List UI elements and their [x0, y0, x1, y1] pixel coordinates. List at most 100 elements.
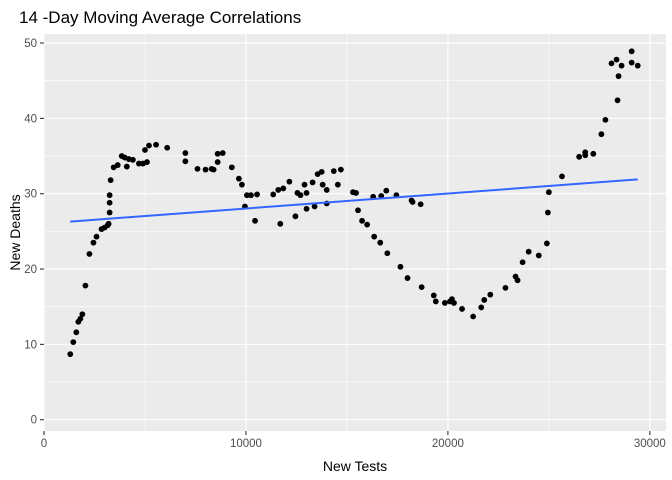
data-point [430, 292, 437, 299]
data-point [459, 306, 465, 312]
gridlines [43, 34, 666, 431]
data-point [309, 179, 316, 186]
data-point [219, 150, 226, 156]
y-tick-label: 20 [24, 264, 37, 276]
data-point [598, 131, 605, 138]
data-point [93, 233, 100, 240]
data-point [618, 62, 625, 69]
data-point [202, 166, 209, 173]
data-point [106, 209, 113, 216]
data-point [79, 311, 86, 318]
data-point [77, 315, 84, 322]
data-point [292, 213, 299, 220]
data-point [608, 60, 615, 67]
data-point [364, 221, 371, 228]
data-point [628, 48, 635, 55]
data-point [353, 190, 359, 196]
data-point [214, 150, 221, 157]
data-point [384, 250, 391, 257]
data-point [481, 297, 488, 303]
data-point [73, 329, 80, 336]
data-point [432, 298, 439, 305]
data-point [106, 199, 113, 206]
data-point [303, 190, 310, 196]
data-point [146, 142, 152, 149]
data-point [297, 192, 304, 199]
data-point [614, 97, 621, 104]
data-point [615, 73, 622, 80]
data-point [311, 203, 318, 210]
data-point [582, 152, 589, 159]
data-point [254, 191, 260, 198]
x-axis-title: New Tests [323, 458, 387, 474]
data-point [470, 313, 477, 320]
data-point [136, 160, 142, 167]
data-point [418, 284, 425, 291]
data-point [90, 239, 97, 246]
data-point [334, 181, 341, 188]
x-tick-label: 30000 [634, 438, 666, 450]
data-point [275, 187, 282, 193]
data-point [409, 199, 416, 205]
data-point [502, 284, 509, 291]
data-point [397, 263, 404, 270]
data-point [123, 163, 130, 170]
data-point [535, 252, 542, 259]
y-tick-label: 30 [24, 189, 37, 201]
data-point [129, 156, 136, 163]
data-point [323, 187, 330, 193]
data-point [634, 62, 641, 69]
data-point [478, 304, 485, 311]
data-point [182, 158, 189, 165]
y-tick-label: 0 [31, 415, 37, 427]
data-point [451, 300, 457, 306]
data-point [487, 291, 494, 298]
data-point [280, 185, 287, 192]
data-point [303, 205, 310, 212]
data-point [244, 192, 250, 199]
data-point [359, 217, 365, 224]
data-point [318, 168, 325, 175]
y-tick-label: 50 [24, 38, 37, 50]
data-point [590, 150, 597, 157]
data-point [142, 147, 148, 153]
trend-line [70, 178, 638, 223]
data-point [194, 165, 201, 172]
data-point [82, 282, 89, 289]
y-tick-label: 10 [24, 339, 37, 351]
data-point [383, 187, 390, 194]
data-point [519, 259, 526, 266]
data-point [153, 141, 159, 148]
data-point [543, 240, 550, 247]
data-point [545, 189, 552, 196]
data-point [371, 233, 378, 240]
data-point [70, 339, 77, 346]
data-point [107, 177, 114, 184]
data-point [559, 173, 565, 180]
data-point [628, 59, 635, 66]
data-point [337, 166, 344, 173]
data-point [270, 191, 277, 198]
y-axis-title: New Deaths [7, 194, 23, 270]
data-point [301, 181, 308, 188]
data-point [228, 164, 235, 171]
axis-ticks [40, 42, 651, 435]
data-point [235, 175, 242, 182]
data-points [67, 48, 641, 358]
plot-panel [44, 34, 666, 431]
data-point [114, 162, 121, 168]
data-point [377, 239, 384, 246]
data-point [576, 153, 583, 160]
data-point [182, 150, 189, 156]
data-point [602, 116, 609, 123]
data-point [67, 351, 74, 358]
x-tick-label: 20000 [432, 438, 464, 450]
data-point [144, 159, 150, 165]
data-point [319, 181, 326, 188]
y-tick-label: 40 [24, 113, 37, 125]
x-tick-label: 10000 [230, 438, 262, 450]
data-point [277, 220, 284, 227]
axis-tick-labels: 0 10000 20000 30000 0 10 20 30 40 50 [24, 38, 666, 450]
data-point [417, 201, 424, 208]
data-point [105, 220, 112, 227]
